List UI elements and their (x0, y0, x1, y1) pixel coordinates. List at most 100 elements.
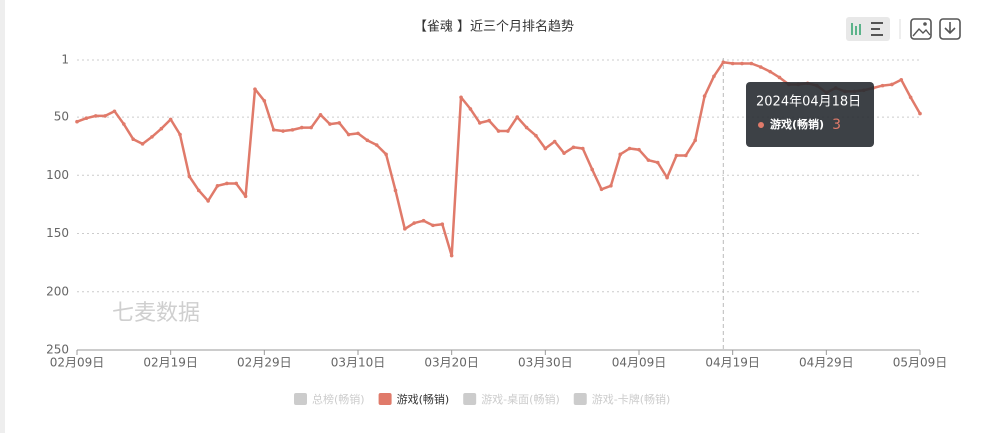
point (749, 61, 754, 66)
point (880, 83, 885, 88)
point (150, 135, 154, 139)
point (374, 143, 379, 147)
y-tick-label: 200 (46, 284, 69, 298)
legend-label: 游戏-卡牌(畅销) (592, 392, 671, 406)
point (168, 117, 173, 122)
point (384, 152, 388, 157)
x-tick-label: 02月19日 (143, 356, 198, 370)
y-tick-label: 50 (54, 110, 69, 124)
point (468, 107, 473, 111)
icon (923, 22, 927, 26)
point (93, 114, 98, 118)
point (627, 146, 632, 151)
point (552, 139, 557, 144)
point (122, 122, 126, 126)
point (281, 129, 285, 133)
point (674, 153, 679, 158)
point (356, 131, 360, 136)
point (637, 147, 641, 152)
point (196, 188, 201, 193)
x-tick-label: 04月09日 (612, 356, 667, 370)
x-tick-label: 02月09日 (50, 356, 105, 370)
x-tick-label: 02月29日 (237, 356, 292, 370)
point (693, 138, 697, 143)
point (421, 218, 426, 223)
legend-swatch (294, 393, 307, 405)
point (712, 74, 716, 79)
point (262, 98, 267, 103)
legend: 总榜(畅销) 游戏(畅销) 游戏-桌面(畅销) 游戏-卡牌(畅销) (294, 392, 670, 406)
point (740, 61, 744, 66)
point (665, 175, 669, 180)
point (234, 181, 239, 186)
point (131, 137, 135, 141)
point (571, 145, 576, 150)
point (140, 142, 145, 146)
point (459, 95, 463, 100)
download-button[interactable] (939, 18, 961, 40)
point (187, 174, 192, 179)
point (328, 122, 332, 126)
point (543, 146, 548, 151)
tooltip-series: 游戏(畅销) (770, 117, 824, 131)
point (496, 129, 501, 133)
point (777, 75, 782, 80)
point (393, 188, 398, 193)
point (899, 77, 904, 82)
y-tick-label: 250 (46, 343, 69, 357)
legend-swatch (378, 393, 392, 405)
point (346, 132, 351, 137)
point (412, 221, 417, 225)
point (309, 125, 313, 130)
point (449, 253, 454, 258)
x-tick-label: 04月19日 (705, 356, 760, 370)
point (730, 61, 735, 66)
point (403, 227, 407, 231)
point (702, 94, 707, 98)
chart-title: 【雀魂 】近三个月排名趋势 (414, 19, 574, 35)
point (524, 125, 529, 130)
point (225, 181, 229, 186)
save-image-button[interactable] (910, 18, 932, 40)
point (487, 118, 491, 123)
legend-label: 游戏(畅销) (397, 392, 450, 406)
legend-label: 游戏-桌面(畅销) (481, 392, 560, 406)
point (159, 126, 164, 131)
x-tick-label: 05月09日 (893, 356, 948, 370)
point (431, 223, 435, 228)
legend-swatch (573, 393, 587, 405)
point (655, 160, 660, 165)
left-border (0, 0, 5, 433)
point (75, 119, 79, 124)
point (112, 109, 117, 114)
point (253, 87, 257, 91)
point (918, 111, 922, 116)
x-tick-label: 04月29日 (799, 356, 854, 370)
point (599, 187, 604, 192)
point (562, 151, 566, 155)
point (515, 115, 520, 119)
tooltip-title: 2024年04月18日 (756, 95, 861, 110)
point (290, 128, 295, 132)
point (768, 69, 772, 74)
point (890, 82, 894, 87)
tooltip-value: 3 (832, 117, 841, 133)
point (337, 121, 342, 125)
y-tick-label: 100 (46, 168, 69, 182)
point (758, 65, 763, 69)
y-tick-label: 150 (46, 226, 69, 240)
point (684, 153, 688, 158)
point (477, 121, 482, 125)
point (590, 167, 594, 172)
legend-label: 总榜(畅销) (312, 392, 365, 406)
point (215, 183, 220, 188)
x-tick-label: 03月10日 (331, 356, 386, 370)
point (318, 112, 323, 117)
point (84, 116, 89, 121)
point (646, 158, 651, 162)
point (581, 146, 585, 151)
point (271, 128, 276, 132)
x-tick-label: 03月30日 (518, 356, 573, 370)
